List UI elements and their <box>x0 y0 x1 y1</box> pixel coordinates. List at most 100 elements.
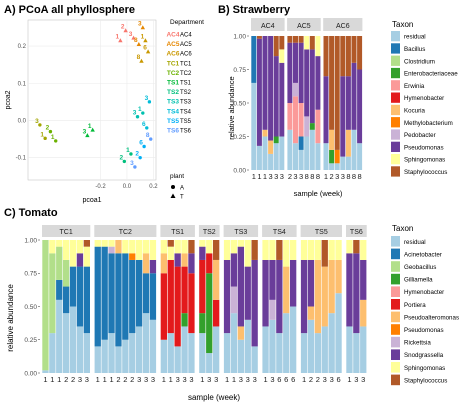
strawberry-x-tick-label: 3 <box>299 172 303 181</box>
strawberry-x-tick-label: 1 <box>263 172 267 181</box>
strawberry-legend-swatch <box>391 67 400 79</box>
tomato-legend-swatch <box>391 273 400 285</box>
pcoa-plant-legend-title: plant <box>170 173 184 180</box>
pcoa-legend-key: TC1 <box>167 60 180 67</box>
strawberry-x-tick-label: 2 <box>288 172 292 181</box>
tomato-bar-segment <box>181 313 188 327</box>
tomato-bar-segment <box>149 319 157 373</box>
tomato-bar-segment <box>101 339 108 373</box>
pcoa-point-label: 3 <box>133 110 137 117</box>
strawberry-legend-label: Hymenobacter <box>404 95 444 102</box>
tomato-bar-segment <box>129 240 136 254</box>
tomato-legend-swatch <box>391 248 400 260</box>
tomato-bar-segment <box>160 273 167 340</box>
strawberry-facet-label: AC4 <box>261 23 275 30</box>
pcoa-legend-label: TS6 <box>180 129 192 135</box>
tomato-bar-segment <box>188 240 195 254</box>
tomato-bar-segment <box>244 266 251 320</box>
tomato-bar-segment <box>83 240 90 247</box>
tomato-bar-segment <box>181 253 188 267</box>
strawberry-bar-segment <box>293 36 298 43</box>
tomato-x-tick-label: 1 <box>162 375 166 384</box>
pcoa-point-label: 1 <box>51 134 55 141</box>
tomato-bar-segment <box>188 253 195 274</box>
tomato-bar-segment <box>269 319 276 373</box>
tomato-x-tick-label: 6 <box>336 375 340 384</box>
tomato-x-tick-label: 3 <box>207 375 211 384</box>
pcoa-point-label: 6 <box>143 45 147 52</box>
strawberry-bar-segment <box>287 103 293 130</box>
strawberry-bar-segment <box>298 149 304 170</box>
tomato-bar-segment <box>251 259 258 347</box>
strawberry-legend-swatch <box>391 31 400 42</box>
pcoa-point-label: 1 <box>138 106 142 113</box>
tomato-bar-segment <box>167 333 174 373</box>
tomato-bar-segment <box>237 240 244 247</box>
strawberry-legend-swatch <box>391 141 400 152</box>
pcoa-x-label: pcoa1 <box>82 197 101 204</box>
tomato-bar-segment <box>122 240 129 254</box>
tomato-legend-swatch <box>391 324 400 335</box>
pcoa-point-circle <box>48 129 53 134</box>
tomato-bar-segment <box>328 240 335 260</box>
pcoa-point-circle <box>38 123 42 127</box>
tomato-bar-segment <box>213 326 220 373</box>
strawberry-bar-segment <box>268 140 274 154</box>
tomato-x-tick-label: 1 <box>43 375 47 384</box>
pcoa-legend-label: TS5 <box>180 119 192 125</box>
tomato-legend-label: Geobacillus <box>404 264 436 271</box>
pcoa-point-triangle <box>139 58 144 63</box>
tomato-bar-segment <box>300 333 308 373</box>
tomato-bar-segment <box>237 246 244 327</box>
strawberry-x-tick-label: 3 <box>280 172 284 181</box>
tomato-bar-segment <box>237 339 244 373</box>
strawberry-legend-swatch <box>391 117 400 128</box>
strawberry-legend-label: Erwinia <box>404 83 425 90</box>
pcoa-point-circle <box>147 100 152 104</box>
tomato-bar-segment <box>174 346 181 373</box>
pcoa-point-circle <box>133 165 137 169</box>
pcoa-legend-key: AC5 <box>166 41 179 48</box>
tomato-legend-label: Staphylococcus <box>404 377 447 384</box>
strawberry-bar-segment <box>298 136 304 150</box>
strawberry-legend-label: Enterobacteriaceae <box>404 71 458 78</box>
strawberry-bar-segment <box>273 136 279 144</box>
tomato-bar-segment <box>174 253 181 267</box>
pcoa-point-label: 1 <box>40 131 44 138</box>
strawberry-x-tick-label: 8 <box>305 172 309 181</box>
pcoa-legend-key: TS1 <box>167 80 179 87</box>
tomato-legend-swatch <box>391 236 400 247</box>
pcoa-point-circle <box>122 159 127 164</box>
tomato-x-tick-label: 3 <box>246 375 250 384</box>
tomato-bar-segment <box>269 259 276 300</box>
strawberry-bar-segment <box>304 36 310 50</box>
tomato-bar-segment <box>244 240 251 267</box>
strawberry-x-tick-label: 3 <box>274 172 278 181</box>
pcoa-point-label: 1 <box>141 33 145 40</box>
pcoa-point-triangle <box>85 133 90 138</box>
strawberry-bar-segment <box>309 49 315 124</box>
tomato-bar-segment <box>174 240 181 254</box>
tomato-bar-segment <box>290 259 297 307</box>
tomato-x-tick-label: 3 <box>85 375 89 384</box>
tomato-facet-label: TS4 <box>273 229 286 236</box>
tomato-bar-segment <box>276 259 283 334</box>
strawberry-legend-label: Kocuria <box>404 107 426 114</box>
tomato-bar-segment <box>199 333 206 373</box>
strawberry-bar-segment <box>279 62 285 137</box>
tomato-bar-segment <box>136 326 143 373</box>
tomato-bar-segment <box>346 240 353 254</box>
strawberry-facet-label: AC6 <box>336 23 350 30</box>
pcoa-y-label: pcoa2 <box>5 90 12 109</box>
tomato-bar-segment <box>142 273 150 314</box>
tomato-legend-title: Taxon <box>392 224 413 233</box>
strawberry-bar-segment <box>268 153 274 170</box>
pcoa-point-label: 6 <box>139 140 143 147</box>
tomato-bar-segment <box>94 346 101 373</box>
tomato-x-tick-label: 1 <box>263 375 267 384</box>
strawberry-legend-swatch <box>391 154 400 165</box>
tomato-bar-segment <box>199 259 206 314</box>
tomato-bar-segment <box>174 266 181 347</box>
strawberry-legend-swatch <box>391 43 400 54</box>
